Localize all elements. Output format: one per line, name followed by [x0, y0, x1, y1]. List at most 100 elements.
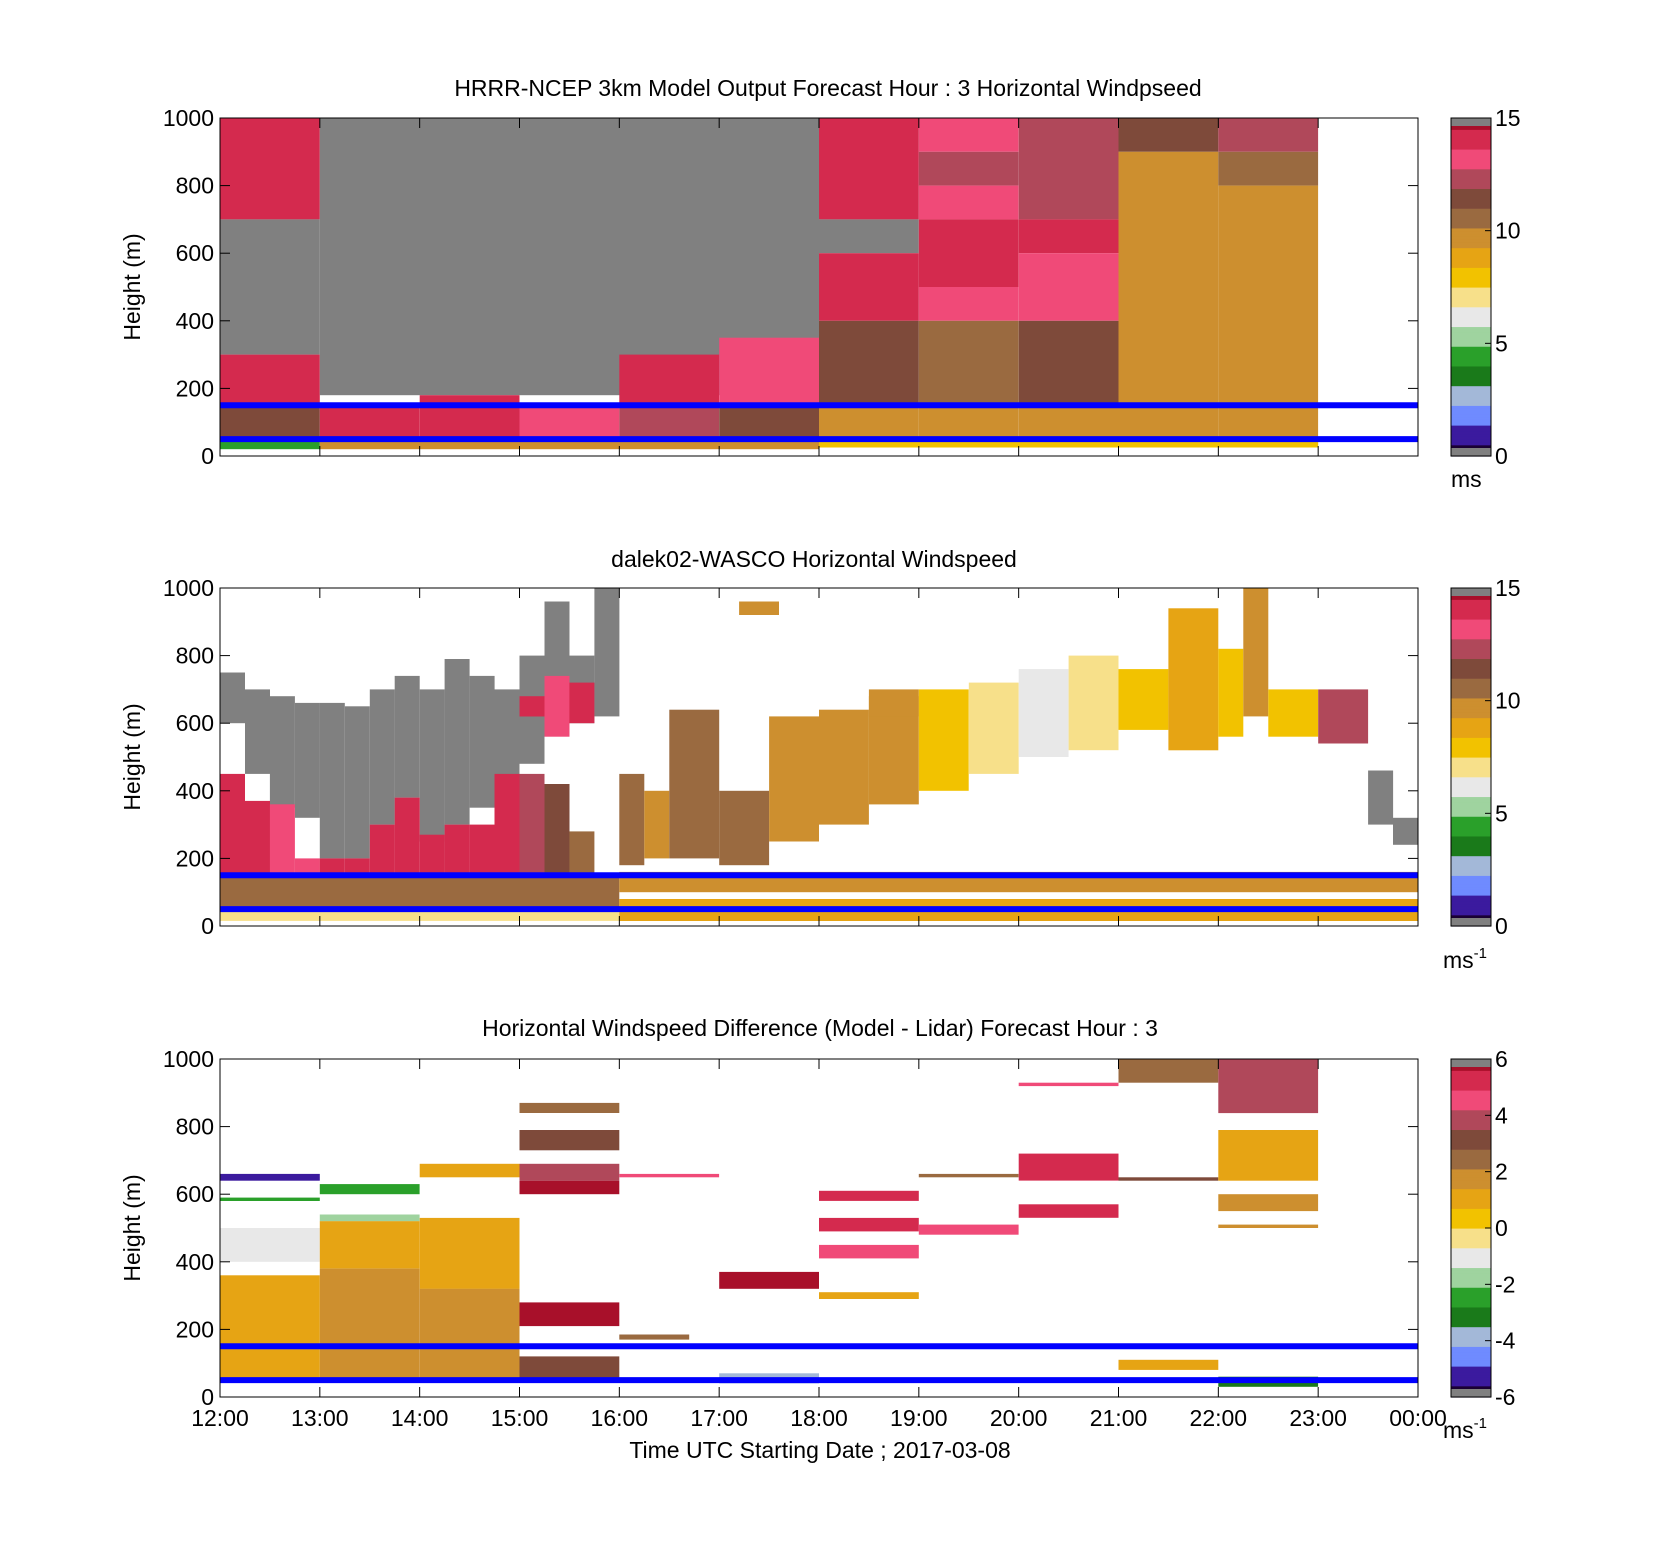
colorbar-swatch: [1451, 844, 1491, 848]
heatmap-cell: [968, 682, 1019, 774]
colorbar-swatch: [1451, 416, 1491, 420]
panel-difference: Horizontal Windspeed Difference (Model -…: [119, 1015, 1516, 1463]
heatmap-cell: [769, 716, 819, 842]
heatmap-cell: [1068, 655, 1119, 751]
colorbar-swatch: [1451, 306, 1491, 311]
colorbar-swatch: [1451, 866, 1491, 871]
heatmap-cell: [419, 834, 445, 876]
colorbar-swatch: [1451, 1180, 1491, 1184]
colorbar-swatch: [1451, 179, 1491, 184]
colorbar-swatch: [1451, 239, 1491, 243]
panel-3-x-axis: 12:00 13:00 14:00 15:00 16:00 17:00 18:00 19:00…: [191, 1059, 1447, 1431]
colorbar-swatch: [1451, 635, 1491, 640]
heatmap-cell: [419, 1288, 520, 1381]
heatmap-cell: [644, 790, 670, 859]
colorbar-swatch: [1451, 599, 1491, 603]
heatmap-cell: [519, 1180, 620, 1195]
colorbar-cap-bottom: [1451, 1389, 1491, 1397]
colorbar-swatch: [1451, 618, 1491, 623]
heatmap-cell: [419, 1163, 520, 1178]
colorbar-swatch: [1451, 1253, 1491, 1257]
colorbar-swatch: [1451, 1298, 1491, 1302]
colorbar-swatch: [1451, 624, 1491, 629]
colorbar-swatch: [1451, 773, 1491, 778]
heatmap-cell: [1393, 817, 1418, 845]
heatmap-cell: [344, 858, 370, 876]
colorbar-swatch: [1451, 1160, 1491, 1164]
colorbar-swatch: [1451, 1140, 1491, 1145]
colorbar-swatch: [1451, 709, 1491, 713]
colorbar-swatch: [1451, 869, 1491, 874]
colorbar-swatch: [1451, 909, 1491, 913]
colorbar-swatch: [1451, 394, 1491, 398]
colorbar-swatch: [1451, 824, 1491, 829]
panel-3-title: Horizontal Windspeed Difference (Model -…: [482, 1015, 1158, 1041]
colorbar-swatch: [1451, 745, 1491, 750]
colorbar-swatch: [1451, 188, 1491, 192]
colorbar-swatch: [1451, 171, 1491, 175]
colorbar-swatch: [1451, 129, 1491, 133]
colorbar-tick-label: 5: [1495, 800, 1508, 826]
colorbar-swatch: [1451, 208, 1491, 212]
colorbar-swatch: [1451, 1360, 1491, 1364]
colorbar-swatch: [1451, 602, 1491, 606]
heatmap-cell: [469, 824, 495, 876]
colorbar-swatch: [1451, 1149, 1491, 1153]
colorbar-swatch: [1451, 754, 1491, 758]
colorbar-swatch: [1451, 700, 1491, 705]
colorbar-swatch: [1451, 1109, 1491, 1114]
colorbar-swatch: [1451, 838, 1491, 843]
colorbar-tick-label: 10: [1495, 688, 1521, 714]
heatmap-cell: [1243, 588, 1269, 717]
colorbar-swatch: [1451, 405, 1491, 409]
heatmap-cell: [1218, 1059, 1319, 1114]
heatmap-cell: [1018, 320, 1119, 406]
heatmap-cell: [819, 405, 919, 440]
colorbar-swatch: [1451, 849, 1491, 854]
colorbar-swatch: [1451, 703, 1491, 707]
colorbar-swatch: [1451, 1228, 1491, 1232]
colorbar-swatch: [1451, 1382, 1491, 1387]
heatmap-cell: [1118, 118, 1219, 152]
colorbar-swatch: [1451, 833, 1491, 837]
colorbar-swatch: [1451, 666, 1491, 671]
x-tick-label: 18:00: [790, 1405, 848, 1431]
colorbar-swatch: [1451, 762, 1491, 767]
colorbar-swatch: [1451, 241, 1491, 246]
colorbar-swatch: [1451, 1168, 1491, 1173]
heatmap-cell: [918, 185, 1019, 220]
y-tick-label: 200: [176, 845, 214, 871]
colorbar-swatch: [1451, 638, 1491, 643]
colorbar-swatch: [1451, 672, 1491, 676]
colorbar-swatch: [1451, 1211, 1491, 1215]
heatmap-cell: [469, 675, 495, 808]
heatmap-cell: [719, 118, 819, 338]
colorbar-swatch: [1451, 163, 1491, 167]
heatmap-cell: [394, 675, 420, 798]
colorbar-cap-bottom: [1451, 448, 1491, 456]
colorbar-swatch: [1451, 790, 1491, 795]
panel-2-title: dalek02-WASCO Horizontal Windspeed: [611, 546, 1017, 572]
colorbar-swatch: [1451, 1349, 1491, 1353]
colorbar-swatch: [1451, 914, 1491, 919]
colorbar-swatch: [1451, 320, 1491, 325]
heatmap-cell: [220, 1197, 320, 1201]
heatmap-cell: [220, 909, 620, 921]
colorbar-tick-label: -2: [1495, 1271, 1515, 1297]
colorbar-swatch: [1451, 880, 1491, 885]
colorbar-swatch: [1451, 1258, 1491, 1263]
heatmap-cell: [444, 659, 470, 825]
colorbar-swatch: [1451, 357, 1491, 361]
heatmap-cell: [544, 675, 570, 737]
colorbar-swatch: [1451, 337, 1491, 342]
colorbar-swatch: [1451, 649, 1491, 654]
panel-2-colorbar: 0 5 10 15: [1450, 575, 1521, 939]
colorbar-swatch: [1451, 1143, 1491, 1147]
colorbar-swatch: [1451, 737, 1491, 741]
panel-1-colorbar-unit: ms: [1451, 466, 1482, 492]
heatmap-cell: [918, 320, 1019, 406]
colorbar-swatch: [1451, 900, 1491, 905]
colorbar-swatch: [1451, 222, 1491, 226]
colorbar-swatch: [1451, 821, 1491, 826]
